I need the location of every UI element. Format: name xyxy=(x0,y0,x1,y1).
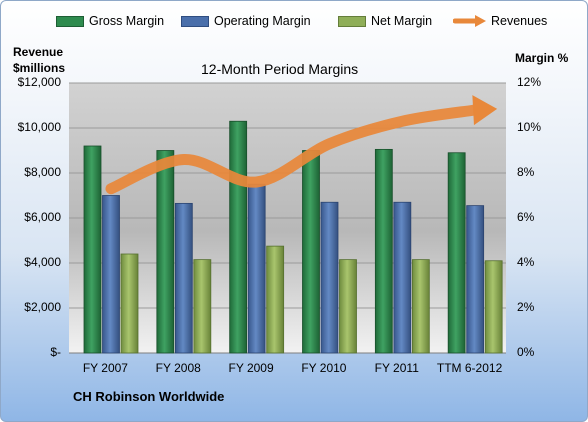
gross-margin-bar xyxy=(156,150,175,354)
right-axis-tick-label: 6% xyxy=(517,210,535,224)
legend-net-margin: Net Margin xyxy=(338,13,432,29)
net-margin-bar xyxy=(120,253,139,354)
operating-margin-bar xyxy=(247,183,266,354)
left-axis-tick-label: $10,000 xyxy=(17,120,61,134)
legend-gross-label: Gross Margin xyxy=(89,14,165,28)
legend-gross-swatch xyxy=(56,15,84,27)
right-axis-tick-label: 0% xyxy=(517,345,535,359)
legend-net-swatch xyxy=(338,15,366,27)
net-margin-bar xyxy=(411,259,430,354)
category-label: FY 2011 xyxy=(374,361,419,375)
operating-margin-bar xyxy=(174,202,193,354)
legend-gross-margin: Gross Margin xyxy=(56,13,164,29)
operating-margin-bar xyxy=(466,205,485,354)
legend-revenues-label: Revenues xyxy=(491,14,548,28)
footer-company-name: CH Robinson Worldwide xyxy=(73,389,225,404)
revenues-line xyxy=(105,104,481,195)
operating-margin-bar xyxy=(102,195,120,354)
net-margin-bar xyxy=(193,259,212,354)
left-axis-tick-label: $2,000 xyxy=(24,300,61,314)
legend-revenues: Revenues xyxy=(453,13,547,29)
gross-margin-bar xyxy=(229,120,248,354)
category-label: FY 2007 xyxy=(82,361,128,375)
left-axis-tick-label: $6,000 xyxy=(24,210,61,224)
category-label: TTM 6-2012 xyxy=(436,361,503,375)
right-axis-tick-label: 12% xyxy=(517,75,542,89)
chart-title: 12-Month Period Margins xyxy=(201,61,359,77)
right-axis-tick-label: 8% xyxy=(517,165,535,179)
gross-margin-bar xyxy=(374,148,393,354)
gross-margin-bar xyxy=(447,152,466,354)
category-label: FY 2009 xyxy=(228,361,274,375)
net-margin-bar xyxy=(339,259,357,354)
category-label: FY 2008 xyxy=(155,361,201,375)
category-label: FY 2010 xyxy=(301,361,347,375)
legend-operating-label: Operating Margin xyxy=(214,14,311,28)
right-axis-title: Margin % xyxy=(515,51,569,65)
net-margin-bar xyxy=(484,260,503,354)
revenues-arrowhead xyxy=(472,95,498,126)
left-axis-tick-label: $4,000 xyxy=(24,255,61,269)
left-axis-tick-label: $12,000 xyxy=(17,75,61,89)
legend-net-label: Net Margin xyxy=(371,14,433,28)
operating-margin-bar xyxy=(320,201,339,354)
left-axis-title-line1: Revenue xyxy=(13,45,64,59)
right-axis-tick-label: 2% xyxy=(517,300,535,314)
legend-operating-margin: Operating Margin xyxy=(181,13,311,29)
left-axis-tick-label: $- xyxy=(50,345,61,359)
right-axis-tick-label: 10% xyxy=(517,120,542,134)
legend-operating-swatch xyxy=(181,15,209,27)
legend-revenues-arrow-icon xyxy=(453,15,486,27)
right-axis-tick-label: 4% xyxy=(517,255,535,269)
operating-margin-bar xyxy=(393,201,412,354)
left-axis-tick-label: $8,000 xyxy=(24,165,61,179)
left-axis-title-line2: $millions xyxy=(13,61,66,75)
gross-margin-bar xyxy=(83,145,102,354)
gross-margin-bar xyxy=(302,150,320,354)
net-margin-bar xyxy=(266,245,285,354)
